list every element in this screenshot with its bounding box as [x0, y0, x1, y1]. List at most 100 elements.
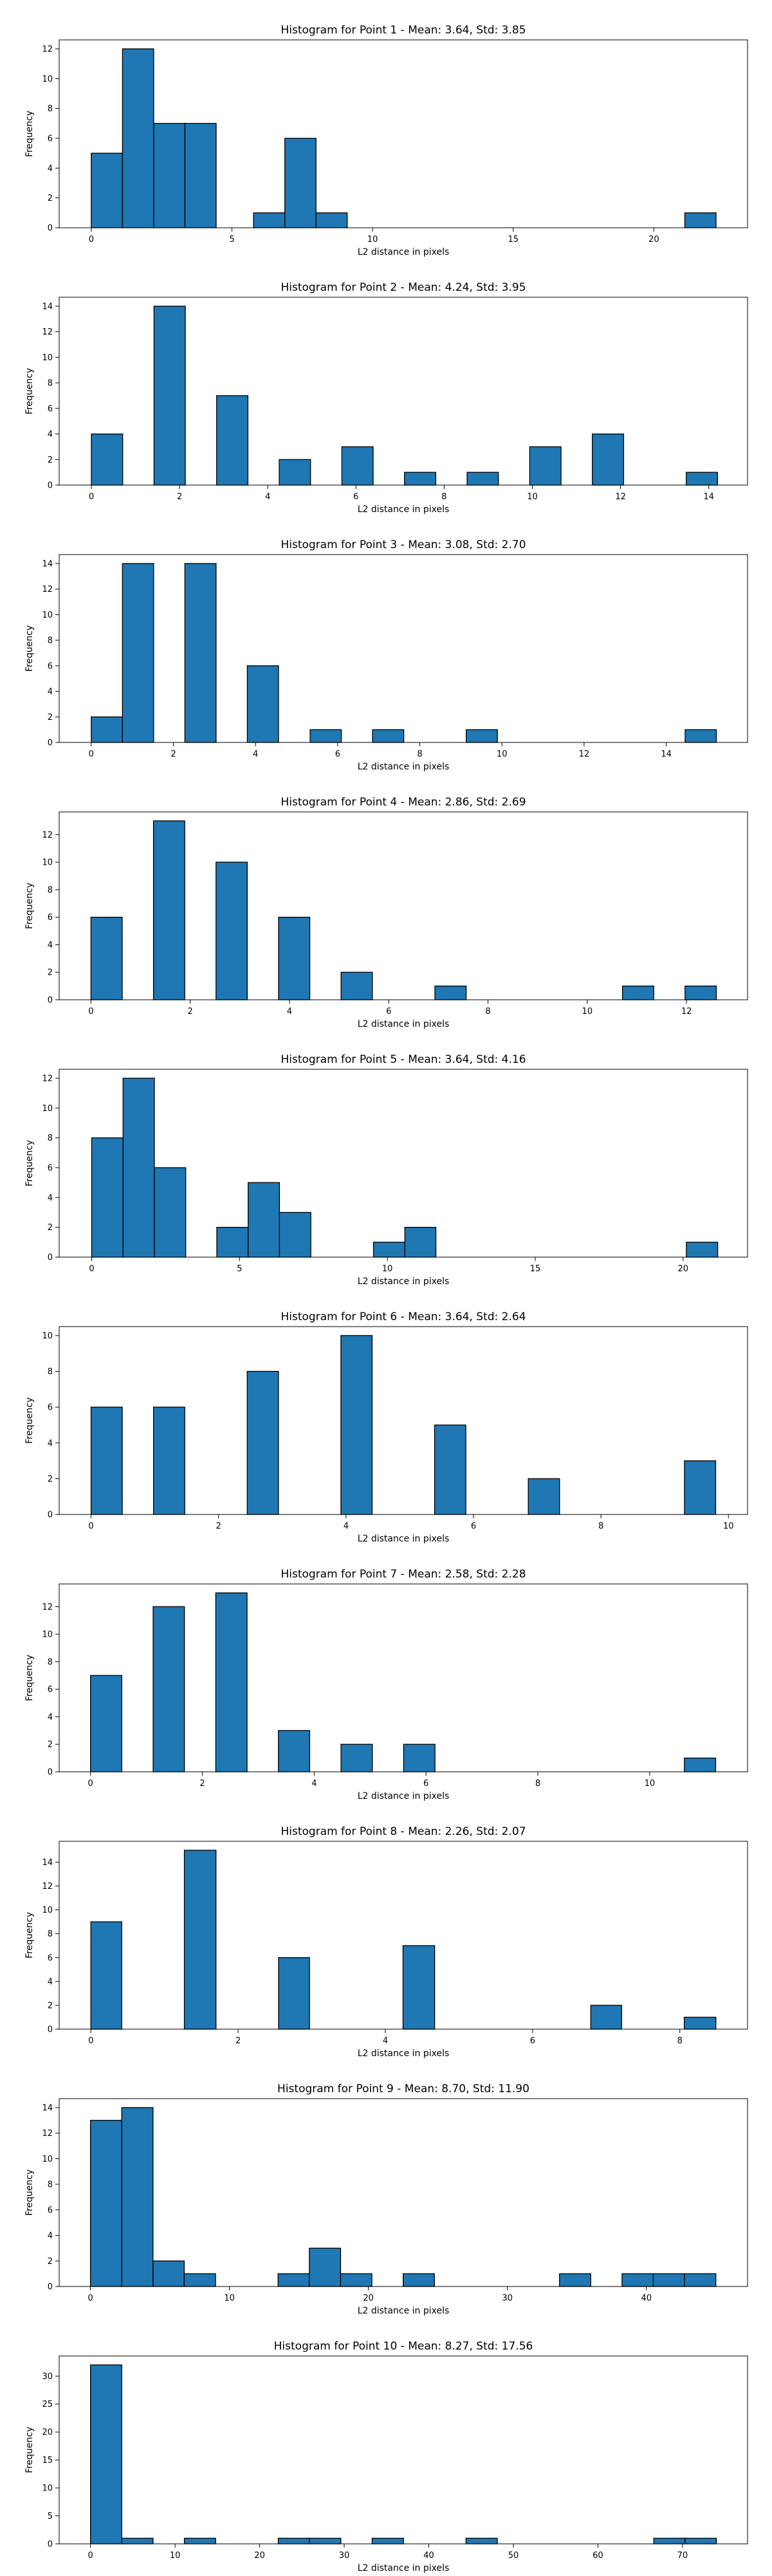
x-axis: 0 2 4 6 8 L2 distance in pixels — [88, 2029, 683, 2059]
y-tick-label: 10 — [42, 2484, 53, 2494]
y-axis-label: Frequency — [24, 2427, 35, 2473]
y-tick-label: 6 — [48, 404, 53, 414]
x-tick-label: 20 — [648, 235, 659, 244]
histogram-bar — [592, 433, 625, 486]
y-tick-label: 10 — [42, 2155, 53, 2164]
histogram-bar — [686, 472, 719, 486]
histogram-bar — [152, 1606, 185, 1772]
x-tick-label: 0 — [89, 750, 94, 759]
y-tick-label: 2 — [48, 2257, 53, 2267]
y-tick-label: 6 — [48, 1685, 53, 1695]
x-tick-label: 8 — [441, 492, 446, 502]
axes-frame — [59, 39, 748, 228]
histogram-bar — [340, 1743, 373, 1772]
histogram-bar — [246, 1370, 279, 1515]
x-axis-label: L2 distance in pixels — [358, 762, 450, 772]
x-tick-label: 0 — [88, 2551, 93, 2561]
chart-title: Histogram for Point 8 - Mean: 2.26, Std:… — [280, 1825, 526, 1838]
histogram-9: Histogram for Point 9 - Mean: 8.70, Std:… — [24, 2083, 748, 2316]
chart-title: Histogram for Point 3 - Mean: 3.08, Std:… — [280, 538, 526, 551]
histogram-bar — [685, 985, 717, 1000]
histogram-bar — [466, 472, 499, 486]
histogram-bar — [404, 1227, 437, 1258]
y-tick-label: 15 — [42, 2456, 53, 2465]
histogram-bar — [466, 729, 498, 743]
histogram-bar — [90, 1921, 122, 2030]
chart-title: Histogram for Point 10 - Mean: 8.27, Std… — [274, 2340, 533, 2353]
axes-frame — [59, 2098, 748, 2287]
x-axis: 0 2 4 6 8 10 L2 distance in pixels — [88, 1772, 655, 1801]
histogram-bar — [277, 2537, 310, 2544]
histogram-bar — [559, 2273, 591, 2287]
x-tick-label: 6 — [530, 2036, 535, 2046]
y-axis-label: Frequency — [24, 368, 35, 414]
axes-frame — [59, 1841, 748, 2030]
histogram-bar — [340, 971, 373, 1000]
chart-title: Histogram for Point 4 - Mean: 2.86, Std:… — [280, 796, 526, 809]
x-axis-label: L2 distance in pixels — [358, 1534, 450, 1544]
chart-title: Histogram for Point 7 - Mean: 2.58, Std:… — [280, 1568, 526, 1581]
y-axis-label: Frequency — [24, 625, 35, 672]
x-tick-label: 4 — [287, 1007, 292, 1017]
axes-frame — [59, 1583, 748, 1772]
histogram-bar — [216, 395, 249, 486]
y-tick-label: 4 — [48, 1977, 53, 1987]
x-tick-label: 6 — [353, 492, 358, 502]
x-tick-label: 10 — [170, 2551, 181, 2561]
y-tick-label: 12 — [42, 44, 53, 54]
histogram-bar — [90, 916, 123, 1000]
histogram-bar — [434, 985, 467, 1000]
x-tick-label: 12 — [681, 1007, 692, 1017]
x-tick-label: 10 — [582, 1007, 593, 1017]
x-tick-label: 4 — [253, 750, 258, 759]
histogram-bar — [652, 2273, 685, 2287]
y-tick-label: 6 — [48, 1953, 53, 1963]
y-tick-label: 0 — [48, 996, 53, 1006]
histogram-8: Histogram for Point 8 - Mean: 2.26, Std:… — [24, 1825, 748, 2059]
x-tick-label: 10 — [723, 1522, 734, 1531]
x-tick-label: 12 — [615, 492, 626, 502]
x-axis-label: L2 distance in pixels — [358, 2306, 450, 2316]
y-tick-label: 0 — [48, 1511, 53, 1520]
y-tick-label: 8 — [48, 1929, 53, 1939]
histogram-bar — [683, 2016, 717, 2030]
histogram-bar — [184, 123, 217, 228]
x-axis-label: L2 distance in pixels — [358, 1019, 450, 1029]
bars — [89, 2107, 717, 2287]
y-tick-label: 14 — [42, 1858, 53, 1868]
histogram-bar — [279, 1211, 311, 1258]
histogram-6: Histogram for Point 6 - Mean: 3.64, Std:… — [24, 1311, 748, 1544]
histogram-bar — [465, 2537, 498, 2544]
histogram-bar — [403, 2273, 435, 2287]
x-axis: 0 5 10 15 20 L2 distance in pixels — [89, 228, 659, 257]
x-tick-label: 10 — [497, 750, 508, 759]
histogram-bar — [315, 212, 348, 228]
histogram-bar — [91, 152, 124, 228]
y-tick-label: 8 — [48, 2180, 53, 2190]
x-axis-label: L2 distance in pixels — [358, 1791, 450, 1801]
bars — [90, 1592, 717, 1772]
x-tick-label: 8 — [598, 1522, 603, 1531]
y-tick-label: 14 — [42, 559, 53, 569]
x-axis-label: L2 distance in pixels — [358, 2563, 450, 2573]
x-tick-label: 4 — [344, 1522, 349, 1531]
histogram-bar — [183, 2273, 216, 2287]
y-axis: 0 2 4 6 8 10 12 14 Frequency — [24, 1858, 59, 2035]
x-axis-label: L2 distance in pixels — [358, 504, 450, 515]
axes-frame — [59, 554, 748, 743]
y-tick-label: 8 — [48, 1134, 53, 1143]
histogram-bar — [621, 2273, 654, 2287]
y-tick-label: 10 — [42, 75, 53, 84]
x-tick-label: 40 — [641, 2294, 652, 2303]
y-tick-label: 12 — [42, 327, 53, 337]
y-tick-label: 12 — [42, 831, 53, 840]
histogram-bar — [278, 1957, 310, 2030]
y-tick-label: 10 — [42, 611, 53, 620]
histogram-bar — [309, 2537, 342, 2544]
x-tick-label: 20 — [678, 1264, 689, 1274]
histogram-bar — [684, 2273, 717, 2287]
x-tick-label: 15 — [508, 235, 519, 244]
y-tick-label: 8 — [48, 636, 53, 646]
x-tick-label: 40 — [423, 2551, 434, 2561]
